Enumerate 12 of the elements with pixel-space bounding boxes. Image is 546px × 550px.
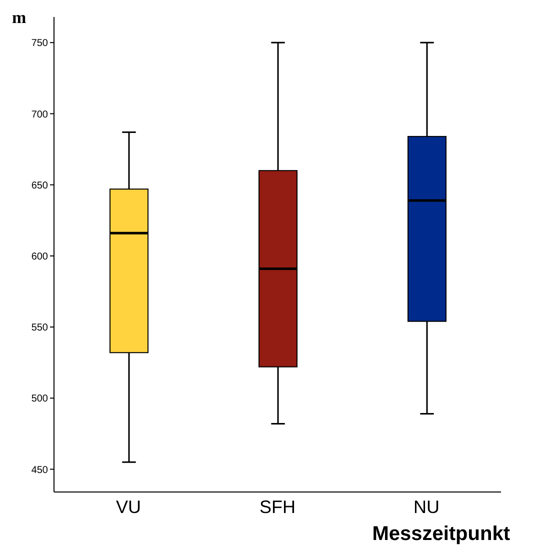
x-axis-title: Messzeitpunkt: [372, 523, 510, 546]
y-tick-label: 650: [31, 180, 48, 192]
x-tick-label: SFH: [260, 496, 296, 517]
y-axis-title: m: [12, 8, 26, 28]
y-tick-label: 450: [31, 464, 48, 476]
x-tick-label: VU: [116, 496, 142, 517]
y-tick-label: 600: [31, 251, 48, 262]
y-tick-label: 500: [31, 394, 48, 405]
y-tick-label: 550: [31, 322, 48, 334]
x-tick-label: NU: [414, 496, 440, 517]
y-tick-label: 750: [31, 38, 48, 50]
y-tick-label: 700: [31, 109, 48, 120]
